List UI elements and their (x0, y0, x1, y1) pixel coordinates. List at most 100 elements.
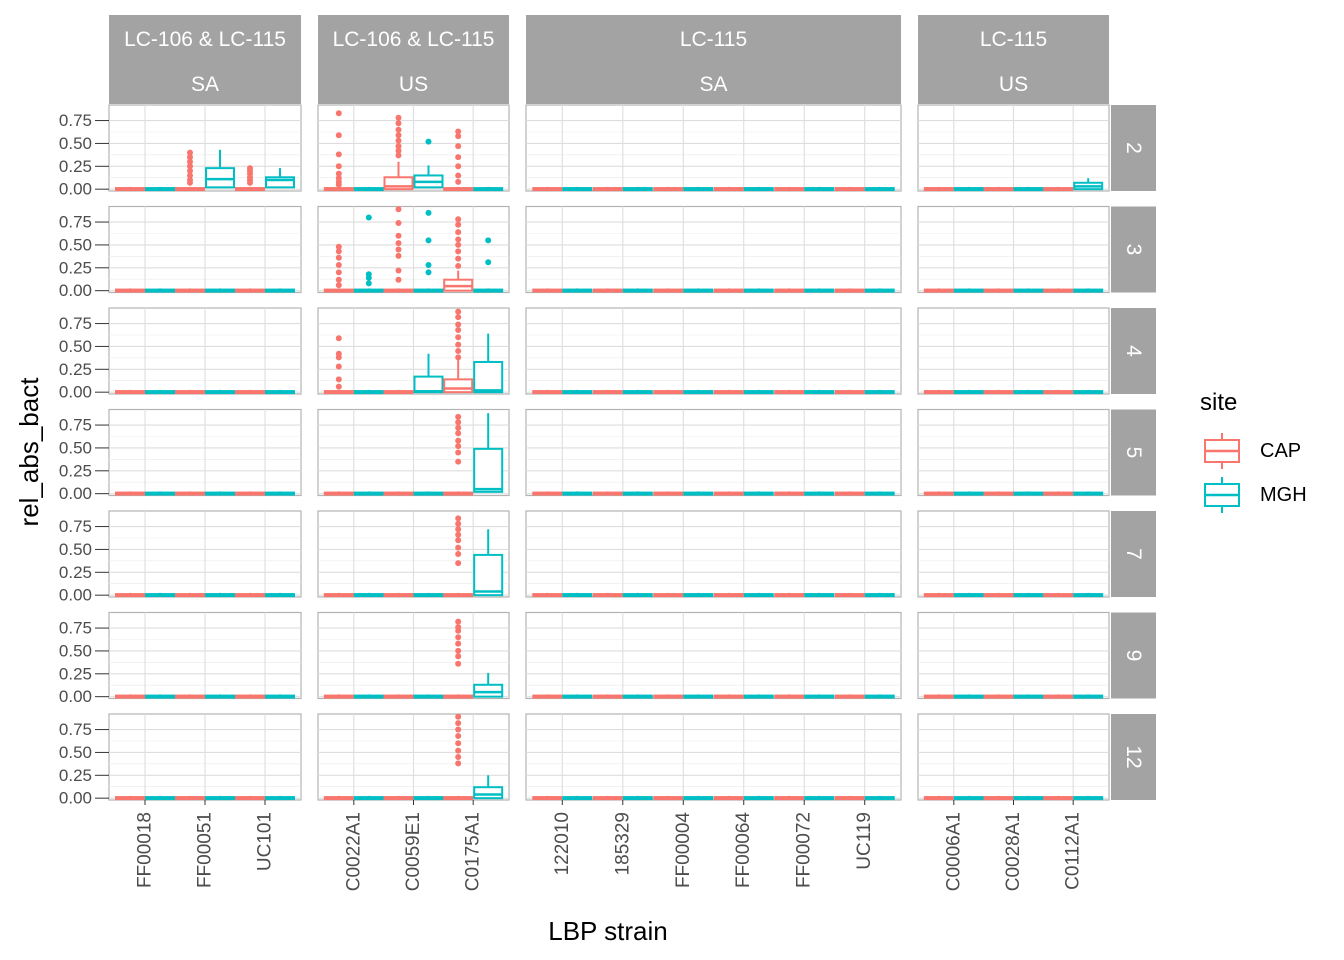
boxplot-cap (235, 288, 265, 293)
boxplot-mgh (413, 592, 444, 598)
panel (525, 205, 902, 294)
outlier-point (455, 334, 462, 341)
outlier-point (455, 178, 462, 185)
y-tick-label: 0.00 (59, 586, 92, 605)
outlier-point (455, 354, 462, 361)
legend-key-cap (1204, 433, 1240, 469)
outlier-point (425, 262, 432, 269)
boxplot-cap (983, 288, 1014, 293)
boxplot-cap (983, 491, 1014, 496)
boxplot-mgh (1013, 186, 1044, 192)
outlier-point (395, 120, 402, 127)
boxplot-mgh (1013, 694, 1044, 699)
boxplot-mgh (864, 288, 895, 293)
outlier-point (395, 252, 402, 259)
outlier-point (395, 246, 402, 253)
x-tick-label: 122010 (552, 812, 573, 875)
outlier-point (395, 232, 402, 239)
boxplot-mgh (265, 168, 295, 189)
outlier-point (395, 267, 402, 274)
outlier-point (455, 255, 462, 262)
legend-key-mgh (1204, 477, 1240, 513)
boxplot-mgh (804, 795, 835, 801)
y-tick-label: 0.00 (59, 383, 92, 402)
column-strip (318, 15, 509, 104)
boxplot-cap (1043, 491, 1074, 496)
boxplot-mgh (562, 694, 593, 699)
boxplot-cap (323, 592, 354, 598)
boxplot-mgh (562, 491, 593, 496)
boxplot-cap (923, 795, 954, 801)
boxplot-mgh (205, 149, 235, 189)
y-tick-label: 0.25 (59, 563, 92, 582)
boxplot-mgh (953, 491, 984, 496)
boxplot-cap (443, 308, 474, 394)
boxplot-mgh (622, 186, 653, 192)
boxplot-cap (774, 795, 805, 801)
row-strip (1111, 105, 1156, 191)
panel (525, 104, 902, 192)
outlier-point (455, 531, 462, 538)
panel (317, 104, 510, 192)
boxplot-cap (713, 795, 744, 801)
panel (108, 408, 302, 497)
boxplot-mgh (622, 288, 653, 293)
boxplot-mgh (743, 186, 774, 192)
column-strip-sublabel: US (999, 73, 1028, 96)
outlier-point (395, 152, 402, 159)
x-tick-label: C0059E1 (403, 812, 424, 891)
boxplot-cap (774, 186, 805, 192)
boxplot-cap (323, 795, 354, 801)
outlier-point (455, 172, 462, 179)
outlier-point (395, 147, 402, 154)
outlier-point (455, 647, 462, 654)
boxplot-mgh (473, 529, 504, 597)
column-strip-sublabel: US (399, 73, 428, 96)
x-tick-label: FF00064 (733, 812, 754, 888)
panel (917, 104, 1110, 192)
outlier-point (455, 430, 462, 437)
x-tick-label: C0175A1 (463, 812, 484, 891)
boxplot-mgh (683, 491, 714, 496)
y-axis-title: rel_abs_bact (14, 377, 44, 527)
boxplot-cap (175, 389, 205, 395)
boxplot-cap (592, 592, 623, 598)
boxplot-cap (443, 413, 474, 496)
boxplot-mgh (473, 237, 504, 293)
panel (525, 307, 902, 395)
boxplot-cap (532, 592, 563, 598)
boxplot-cap (175, 491, 205, 496)
boxplot-cap (923, 491, 954, 496)
boxplot-mgh (145, 389, 175, 395)
boxplot-cap (532, 694, 563, 699)
outlier-point (455, 143, 462, 150)
y-tick-label: 0.25 (59, 461, 92, 480)
outlier-point (455, 348, 462, 354)
boxplot-cap (443, 128, 474, 192)
y-tick-label: 0.75 (59, 111, 92, 130)
boxplot-mgh (953, 795, 984, 801)
boxplot-cap (592, 795, 623, 801)
boxplot-cap (834, 491, 865, 496)
boxplot-cap (592, 389, 623, 395)
boxplot-mgh (864, 592, 895, 598)
boxplot-mgh (145, 491, 175, 496)
outlier-point (425, 269, 432, 276)
boxplot-cap (235, 491, 265, 496)
boxplot-cap (1043, 389, 1074, 395)
panel-background (525, 307, 902, 395)
boxplot-cap (115, 694, 145, 699)
y-tick-label: 0.00 (59, 484, 92, 503)
boxplot-cap (653, 186, 684, 192)
boxplot-cap (383, 795, 414, 801)
boxplot-mgh (205, 389, 235, 395)
boxplot-cap (923, 389, 954, 395)
boxplot-mgh (743, 389, 774, 395)
boxplot-cap (653, 389, 684, 395)
row-strip-label: 12 (1122, 745, 1145, 768)
panel (525, 611, 902, 700)
outlier-point (455, 551, 462, 557)
panel (317, 611, 510, 700)
boxplot-mgh (622, 694, 653, 699)
row-strip (1111, 511, 1156, 597)
